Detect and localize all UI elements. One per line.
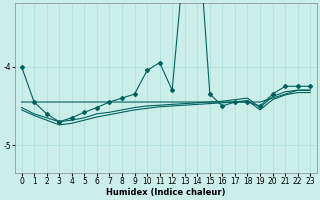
X-axis label: Humidex (Indice chaleur): Humidex (Indice chaleur) [106,188,226,197]
